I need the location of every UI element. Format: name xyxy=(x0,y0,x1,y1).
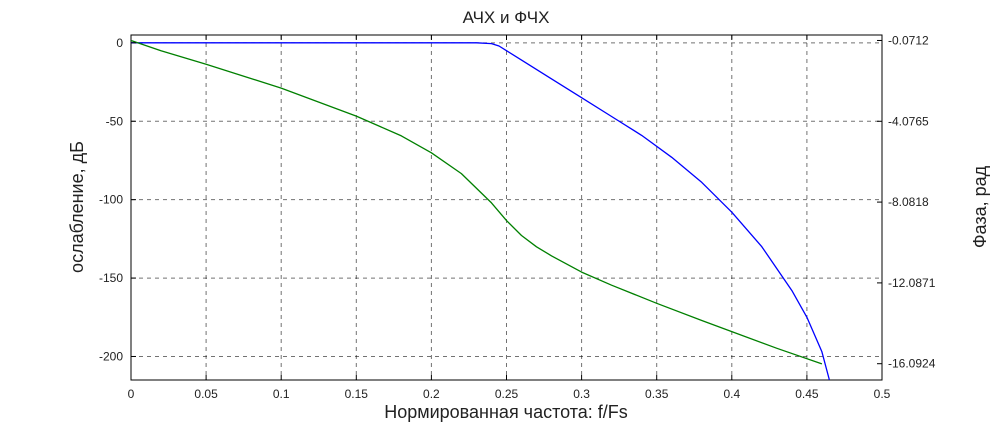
y-left-tick-label: -150 xyxy=(99,271,123,285)
grid xyxy=(131,35,882,380)
x-tick-label: 0.25 xyxy=(495,387,519,401)
y-right-tick-label: -16.0924 xyxy=(888,357,936,371)
y-left-tick-label: -100 xyxy=(99,193,123,207)
y-axis-right: -0.0712 -4.0765 -8.0818 -12.0871 -16.0924 xyxy=(877,33,936,371)
y-left-tick-label: -50 xyxy=(106,114,124,128)
x-tick-label: 0.2 xyxy=(423,387,440,401)
y-right-tick-label: -12.0871 xyxy=(888,276,936,290)
series-layer xyxy=(130,39,831,381)
x-tick-label: 0.05 xyxy=(194,387,218,401)
x-axis: 0 0.05 0.1 0.15 0.2 0.25 0.3 0.35 0.4 0.45 0.5 xyxy=(128,35,891,401)
x-tick-label: 0.35 xyxy=(645,387,669,401)
y-axis-left: 0 -50 -100 -150 -200 xyxy=(99,36,136,363)
magnitude-response-line xyxy=(131,42,831,381)
x-tick-label: 0.15 xyxy=(345,387,369,401)
x-tick-label: 0.1 xyxy=(273,387,290,401)
x-tick-label: 0.4 xyxy=(723,387,740,401)
y-right-tick-label: -0.0712 xyxy=(888,33,929,47)
y-left-tick-label: -200 xyxy=(99,349,123,363)
y-axis-right-label: Фаза, рад xyxy=(970,165,990,248)
y-right-tick-label: -8.0818 xyxy=(888,195,929,209)
chart-title: АЧХ и ФЧХ xyxy=(463,8,550,27)
y-axis-left-label: ослабление, дБ xyxy=(67,141,87,273)
x-tick-label: 0.45 xyxy=(795,387,819,401)
x-axis-label: Нормированная частота: f/Fs xyxy=(384,402,628,422)
phase-response-line xyxy=(130,39,823,365)
y-right-tick-label: -4.0765 xyxy=(888,114,929,128)
x-tick-label: 0.3 xyxy=(573,387,590,401)
x-tick-label: 0 xyxy=(128,387,135,401)
x-tick-label: 0.5 xyxy=(874,387,891,401)
y-left-tick-label: 0 xyxy=(116,36,123,50)
